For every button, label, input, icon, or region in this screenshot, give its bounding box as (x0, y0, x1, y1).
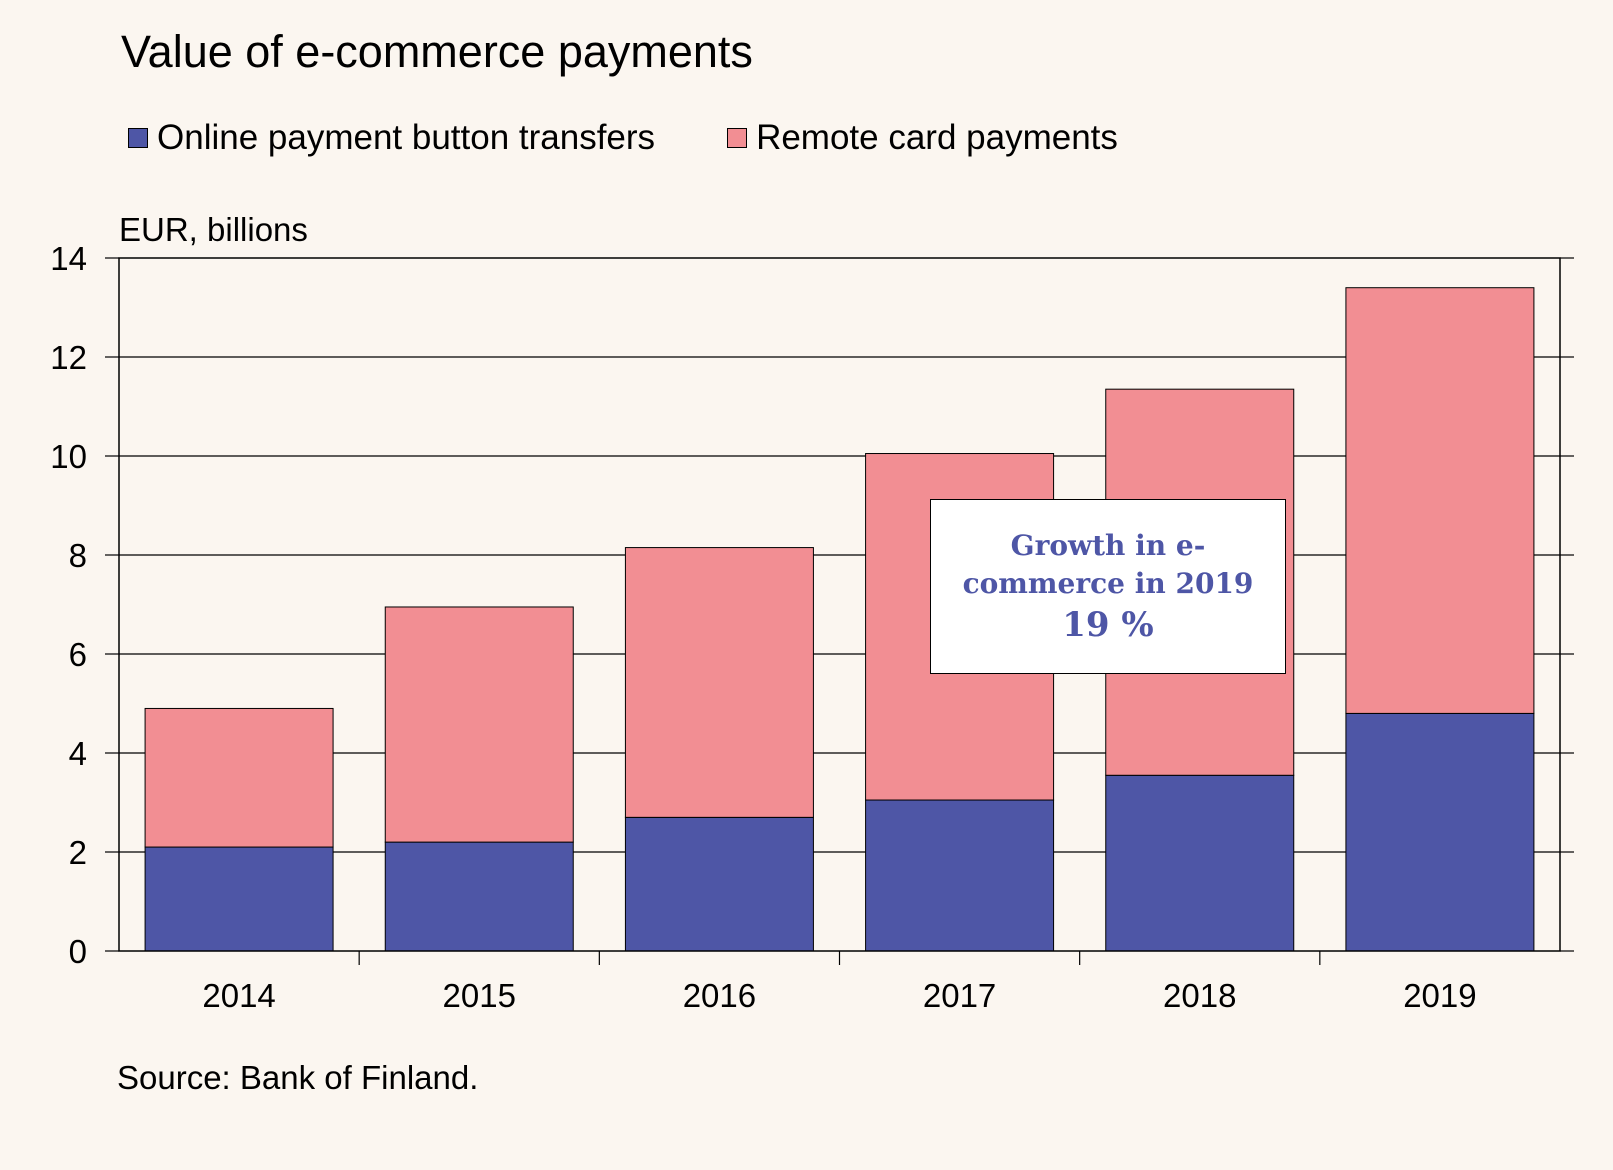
legend-label-card: Remote card payments (756, 118, 1118, 157)
plot-frame (118, 257, 1561, 952)
legend-item-online: Online payment button transfers (128, 114, 655, 162)
legend-swatch-card (727, 128, 748, 148)
annotation-value: 19 % (1062, 604, 1154, 645)
bars (144, 287, 1535, 952)
bar-card-2014 (144, 707, 334, 848)
legend-item-card: Remote card payments (727, 114, 1118, 162)
axis-ticks (105, 257, 1574, 965)
legend: Online payment button transfers Remote c… (128, 114, 1190, 162)
source-note: Source: Bank of Finland. (117, 1059, 479, 1096)
annotation-text: Growth in e-commerce in 2019 (962, 528, 1254, 600)
legend-label-online: Online payment button transfers (157, 118, 656, 157)
bar-online-2019 (1345, 712, 1535, 952)
y-tick-label: 12 (50, 339, 87, 376)
bar-online-2017 (865, 799, 1055, 952)
growth-annotation: Growth in e-commerce in 2019 19 % (930, 499, 1286, 674)
y-tick-label: 0 (69, 933, 87, 970)
x-tick-label: 2015 (443, 977, 516, 1014)
y-tick-label: 14 (50, 240, 87, 277)
bar-online-2015 (384, 841, 574, 952)
x-tick-label: 2018 (1163, 977, 1236, 1014)
x-tick-label: 2014 (202, 977, 275, 1014)
bar-online-2016 (624, 816, 814, 952)
x-tick-label: 2019 (1403, 977, 1476, 1014)
bar-card-2016 (624, 547, 814, 818)
y-tick-label: 2 (69, 834, 87, 871)
bar-card-2015 (384, 606, 574, 843)
bar-online-2014 (144, 846, 334, 952)
axis-labels: 0 2 4 6 8 10 12 14 2014 2015 2016 2017 2018 2019 (50, 240, 1476, 1014)
y-tick-label: 10 (50, 438, 87, 475)
gridlines (119, 356, 1560, 853)
y-tick-label: 4 (69, 735, 87, 772)
y-tick-label: 6 (69, 636, 87, 673)
bar-online-2018 (1105, 774, 1295, 952)
y-axis-unit-label: EUR, billions (119, 211, 308, 248)
chart-title: Value of e-commerce payments (121, 26, 753, 77)
x-tick-label: 2017 (923, 977, 996, 1014)
x-tick-label: 2016 (683, 977, 756, 1014)
legend-swatch-online (128, 128, 148, 148)
y-tick-label: 8 (69, 537, 87, 574)
bar-card-2019 (1345, 287, 1535, 714)
